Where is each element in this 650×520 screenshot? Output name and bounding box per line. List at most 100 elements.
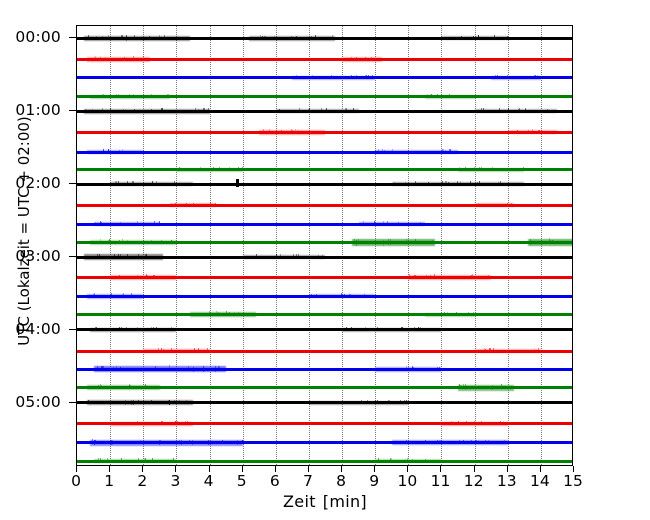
trace-speckle [459,384,461,388]
trace-core [77,203,572,207]
trace-speckle [156,181,158,185]
trace-speckle [519,108,521,111]
trace-noise-band [259,130,326,135]
trace-speckle [458,166,460,169]
trace-speckle [163,348,164,351]
x-tick-2 [142,466,144,472]
trace-speckle [142,56,144,59]
trace-speckle [497,181,499,185]
trace-speckle [94,440,96,445]
grid-line-x-1 [110,26,112,465]
trace-speckle [115,181,117,184]
y-tick-label: 02:00 [15,174,61,193]
trace-noise-band [90,440,243,446]
trace-core [77,95,572,99]
trace-speckle [507,202,508,206]
data-traces [77,26,572,465]
trace-noise-band [474,109,558,114]
trace-speckle [310,35,312,39]
grid-line-x-6 [275,26,277,465]
trace-speckle [343,293,345,298]
trace-speckle [129,93,131,98]
trace-speckle [138,399,140,404]
trace-speckle [103,149,105,153]
trace-speckle [549,238,550,242]
trace-speckle [208,440,210,445]
trace-speckle [149,35,150,39]
trace-speckle [537,129,539,133]
trace-speckle [370,56,372,60]
trace-noise-band [90,240,177,245]
trace-speckle [364,56,366,60]
trace-speckle [171,326,173,331]
trace-speckle [126,239,128,242]
trace-speckle [167,93,169,97]
trace-speckle [208,108,210,112]
trace-speckle [169,365,171,372]
trace-speckle [551,239,553,243]
trace-speckle [356,74,358,79]
trace-speckle [533,348,535,351]
trace-speckle [508,108,510,112]
trace-line [77,348,572,354]
trace-speckle [325,108,327,111]
trace-speckle [132,181,134,185]
trace-speckle [534,74,536,79]
trace-speckle [99,253,100,258]
trace-noise-band [242,254,326,260]
trace-speckle [242,166,244,170]
x-tick-10 [407,466,409,472]
trace-speckle [108,149,110,153]
trace-speckle [130,293,132,297]
trace-speckle [415,181,417,184]
trace-speckle [162,108,164,112]
trace-speckle [491,384,493,390]
grid-line-x-11 [441,26,443,465]
trace-line [77,56,572,62]
trace-speckle [362,221,364,225]
trace-speckle [145,254,147,258]
trace-speckle [125,327,127,331]
trace-speckle [215,202,216,207]
trace-speckle [280,254,282,258]
trace-speckle [100,365,102,371]
trace-speckle [229,167,231,170]
trace-core [77,441,572,445]
trace-speckle [119,239,121,242]
x-axis-title-quantity: Zeit [283,492,316,511]
trace-line [77,326,572,333]
grid-line-x-5 [242,26,244,465]
trace-speckle [174,399,176,403]
trace-speckle [152,274,154,278]
trace-speckle [437,439,439,444]
trace-speckle [320,108,322,113]
y-axis-tick-marks [69,25,77,466]
trace-speckle [100,384,102,389]
trace-speckle [374,221,375,226]
x-tick-14 [539,466,541,472]
trace-noise-band [93,222,160,227]
trace-speckle [440,440,442,444]
trace-speckle [102,365,104,372]
x-tick-label: 12 [463,472,484,490]
x-tick-label: 5 [236,472,247,490]
trace-speckle [538,348,539,351]
trace-speckle [119,149,121,154]
trace-speckle [383,239,385,247]
x-tick-1 [109,466,111,472]
trace-speckle [430,93,432,97]
trace-speckle [311,74,313,78]
trace-speckle [212,166,214,169]
trace-speckle [204,108,205,114]
trace-speckle [95,221,96,225]
trace-speckle [134,34,135,38]
trace-line [77,178,572,187]
trace-speckle [160,108,162,112]
trace-speckle [268,129,270,133]
trace-speckle [296,74,298,79]
trace-speckle [481,421,483,425]
trace-speckle [376,399,378,404]
trace-speckle [377,458,379,461]
trace-speckle [103,93,104,98]
trace-noise-band [441,36,508,41]
